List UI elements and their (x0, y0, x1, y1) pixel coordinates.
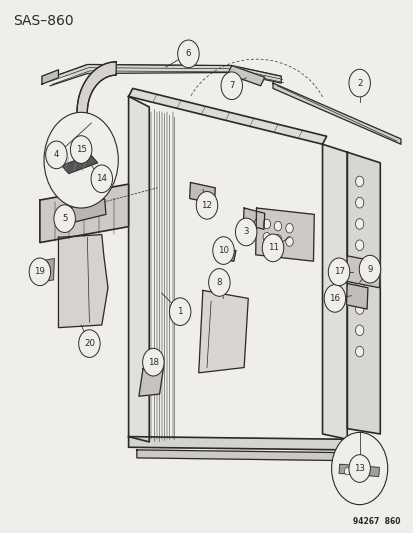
Circle shape (142, 349, 164, 376)
Text: 15: 15 (76, 145, 86, 154)
Circle shape (221, 72, 242, 100)
Polygon shape (322, 144, 347, 439)
Circle shape (328, 258, 349, 286)
Circle shape (344, 467, 349, 475)
Circle shape (212, 237, 234, 264)
Circle shape (29, 258, 50, 286)
Circle shape (44, 112, 118, 208)
Text: 12: 12 (201, 201, 212, 210)
Polygon shape (189, 182, 215, 204)
Circle shape (362, 467, 368, 475)
Polygon shape (338, 464, 379, 477)
Text: 6: 6 (185, 50, 191, 58)
Text: 2: 2 (356, 78, 361, 87)
Polygon shape (42, 70, 58, 84)
Text: SAS–860: SAS–860 (13, 14, 74, 28)
Circle shape (78, 330, 100, 358)
Circle shape (358, 255, 380, 283)
Polygon shape (128, 88, 326, 144)
Polygon shape (243, 208, 264, 229)
Circle shape (355, 176, 363, 187)
Circle shape (331, 432, 387, 505)
Text: 16: 16 (329, 294, 339, 303)
Circle shape (285, 223, 292, 233)
Polygon shape (255, 208, 313, 261)
Polygon shape (39, 259, 54, 282)
Polygon shape (272, 83, 400, 144)
Circle shape (91, 165, 112, 192)
Text: 14: 14 (96, 174, 107, 183)
Circle shape (196, 191, 217, 219)
Text: 17: 17 (333, 268, 344, 276)
Text: 10: 10 (218, 246, 228, 255)
Circle shape (355, 240, 363, 251)
Text: 18: 18 (147, 358, 159, 367)
Polygon shape (71, 199, 106, 222)
Polygon shape (40, 184, 128, 243)
Circle shape (262, 234, 283, 262)
Circle shape (177, 40, 199, 68)
Circle shape (348, 455, 370, 482)
Circle shape (273, 221, 281, 231)
Circle shape (263, 219, 270, 229)
Text: 8: 8 (216, 278, 222, 287)
Polygon shape (198, 290, 248, 373)
Text: 19: 19 (34, 268, 45, 276)
Polygon shape (217, 248, 235, 261)
Polygon shape (62, 155, 97, 173)
Circle shape (45, 141, 67, 168)
Circle shape (355, 219, 363, 229)
Circle shape (263, 232, 270, 242)
Text: 4: 4 (54, 150, 59, 159)
Polygon shape (58, 235, 108, 328)
Polygon shape (346, 256, 380, 288)
Text: 5: 5 (62, 214, 67, 223)
Circle shape (355, 304, 363, 314)
Circle shape (285, 237, 292, 246)
Polygon shape (128, 437, 347, 450)
Text: 7: 7 (228, 81, 234, 90)
Polygon shape (128, 96, 149, 442)
Circle shape (323, 285, 345, 312)
Circle shape (54, 205, 75, 232)
Circle shape (273, 235, 281, 244)
Circle shape (355, 282, 363, 293)
Text: 1: 1 (177, 307, 183, 316)
Polygon shape (347, 152, 380, 434)
Polygon shape (346, 284, 367, 309)
Polygon shape (137, 450, 338, 461)
Circle shape (353, 467, 358, 475)
Circle shape (235, 218, 256, 246)
Circle shape (70, 136, 92, 164)
Text: 11: 11 (267, 244, 278, 253)
Circle shape (355, 261, 363, 272)
Text: 9: 9 (366, 265, 372, 273)
Polygon shape (50, 64, 280, 83)
Circle shape (169, 298, 190, 326)
Text: 94267  860: 94267 860 (353, 517, 400, 526)
Circle shape (348, 69, 370, 97)
Text: 20: 20 (84, 339, 95, 348)
Circle shape (355, 346, 363, 357)
Polygon shape (227, 66, 264, 86)
Circle shape (208, 269, 230, 296)
Polygon shape (77, 62, 116, 128)
Polygon shape (139, 367, 163, 396)
Text: 3: 3 (243, 228, 248, 237)
Text: 13: 13 (353, 464, 364, 473)
Circle shape (355, 325, 363, 336)
Circle shape (355, 197, 363, 208)
